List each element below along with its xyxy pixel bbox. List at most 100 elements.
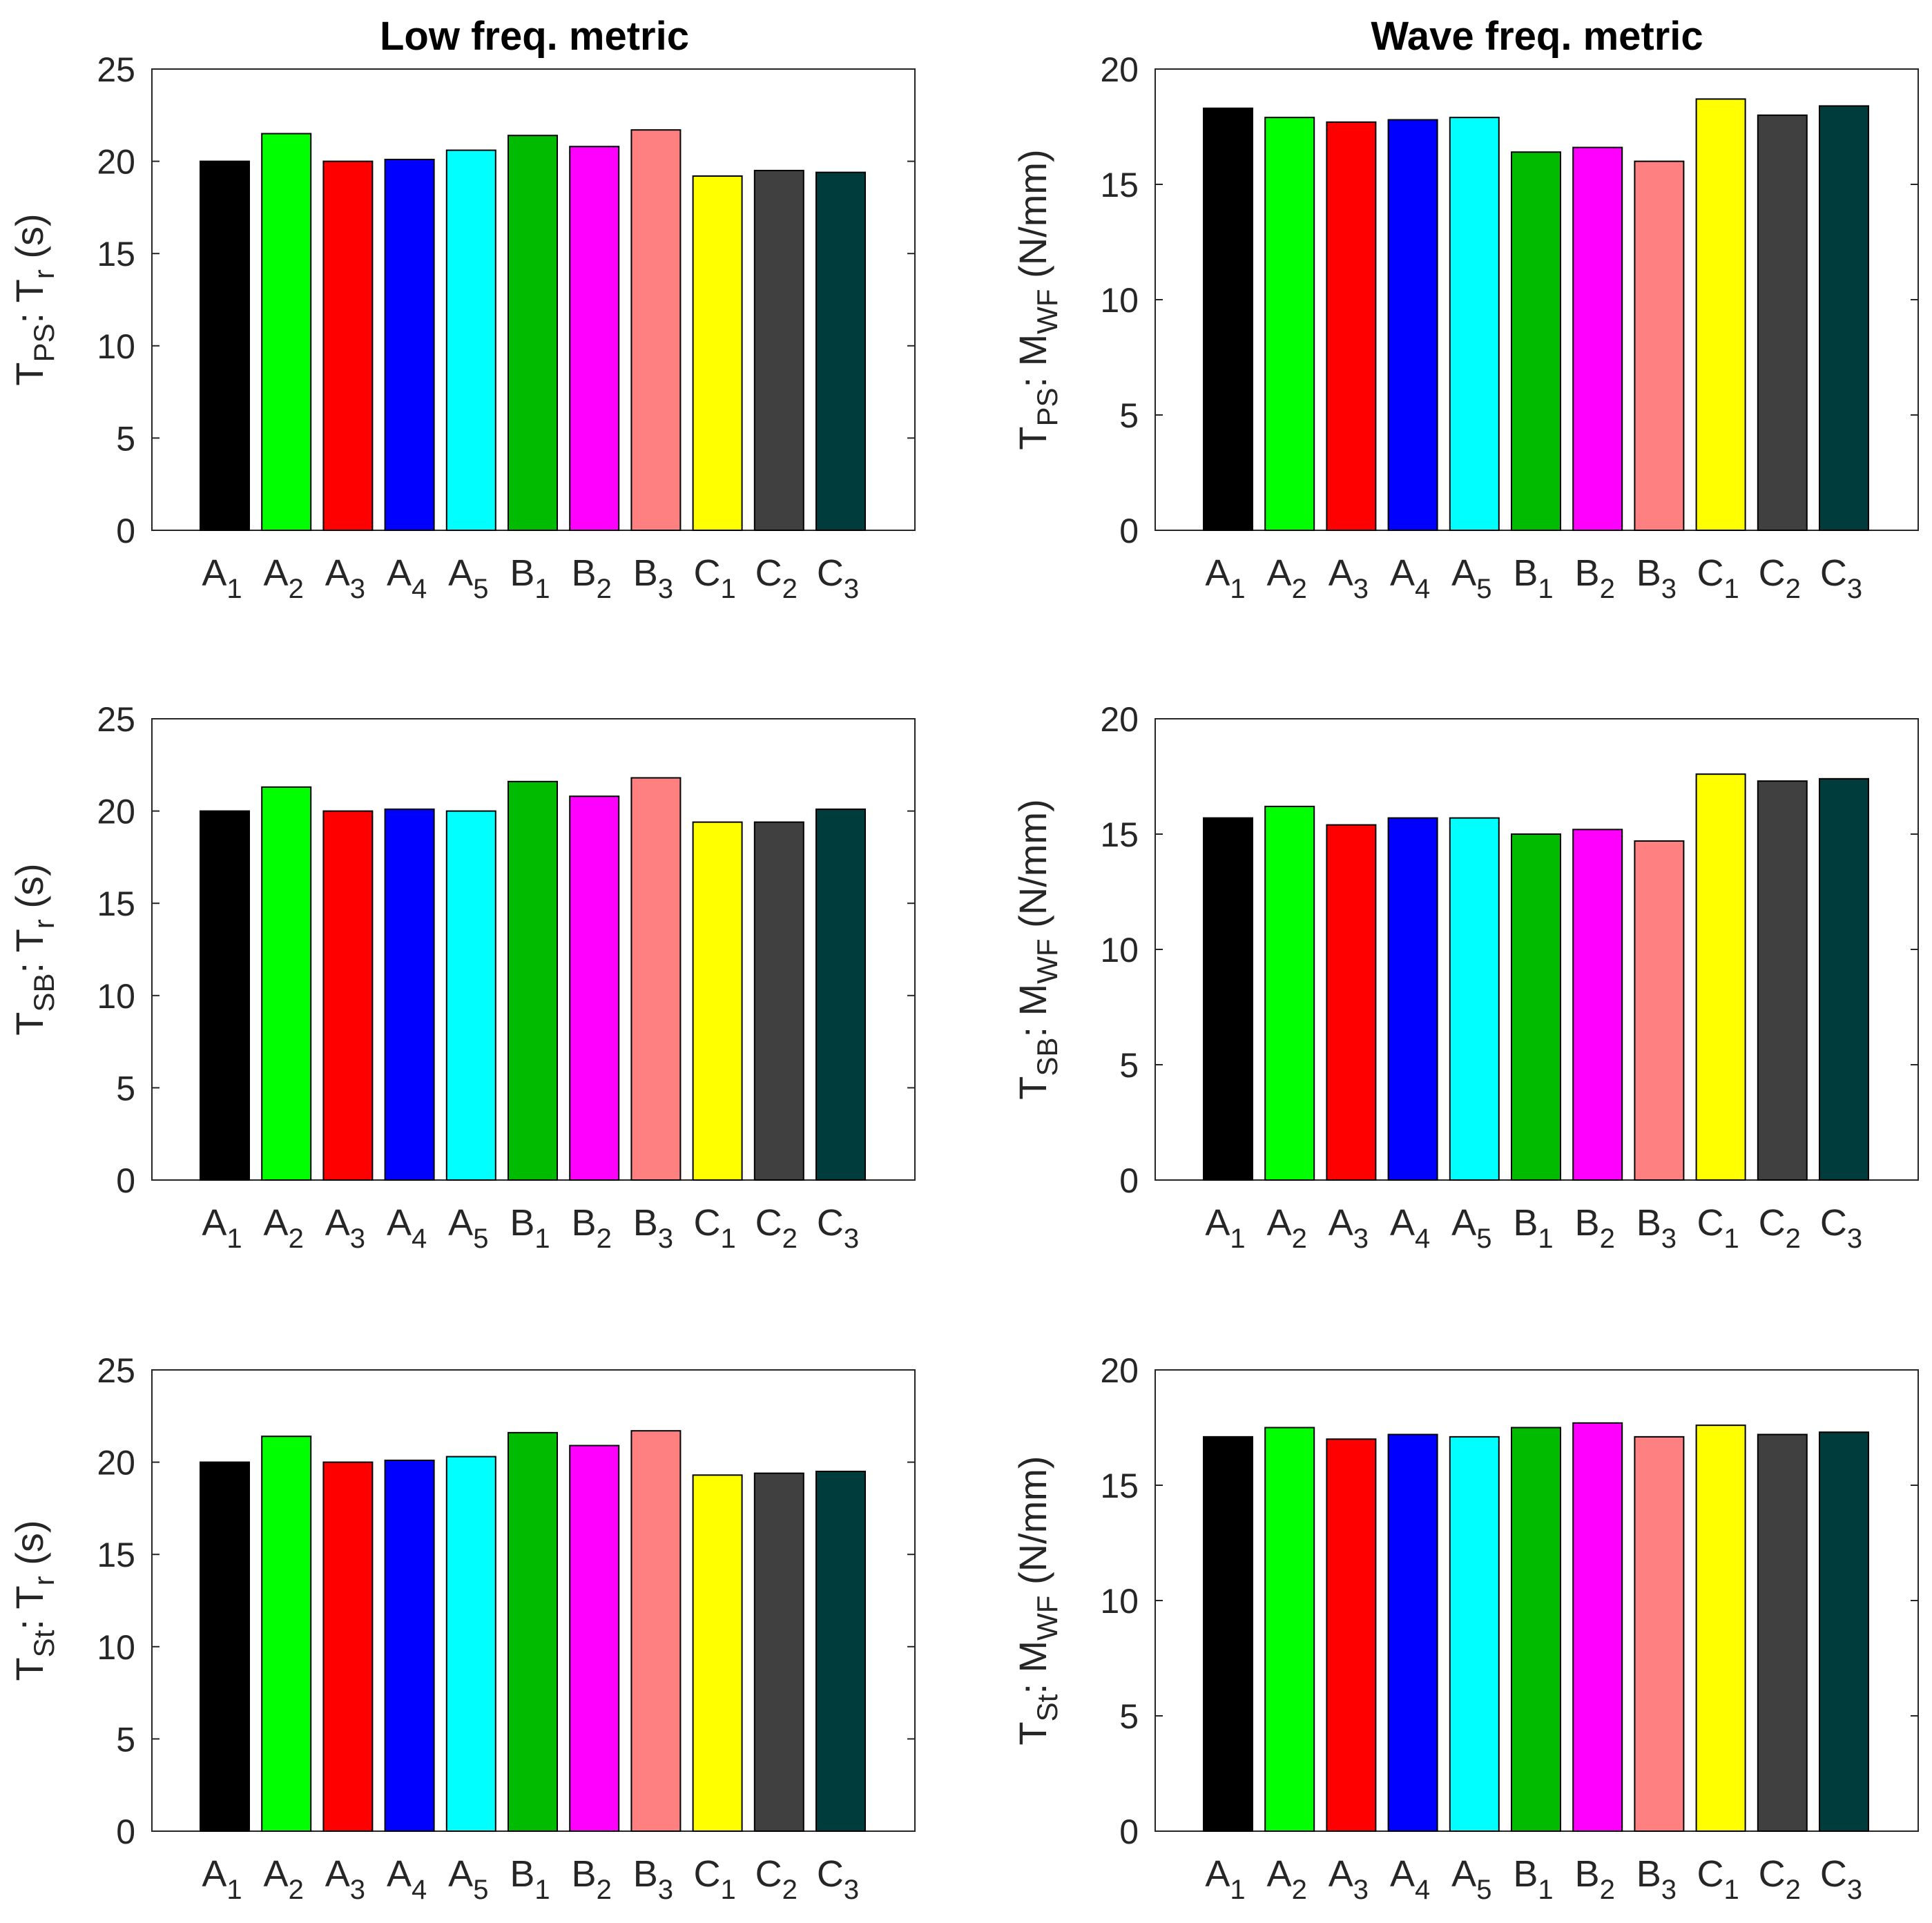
y-axis-label: TSB: MWF (N/mm) [1011,799,1063,1099]
bar-A1 [200,160,250,532]
x-tick-label: B1 [1513,1853,1553,1905]
bar-B2 [569,146,620,531]
y-tick-label: 5 [1119,396,1139,435]
col-title-wave-freq: Wave freq. metric [1371,14,1703,59]
x-tick-label: A1 [1205,552,1245,604]
x-tick-label: B2 [572,552,612,604]
x-tick-label: B3 [633,1853,673,1905]
x-tick-label: C1 [1697,1202,1739,1254]
x-tick-label: A5 [1451,1853,1491,1905]
x-tick-label: A3 [325,552,365,604]
x-tick-label: A4 [387,1202,427,1254]
bar-C3 [815,171,866,531]
bar-C1 [692,175,743,531]
x-tick-label: B3 [1636,1202,1677,1254]
x-tick-label: A1 [202,552,242,604]
y-tick-label: 10 [97,327,135,366]
x-tick-label: B3 [633,552,673,604]
bar-B2 [1572,1422,1623,1833]
x-tick-label: B1 [510,552,550,604]
y-axis-label: TSt: MWF (N/mm) [1011,1456,1063,1745]
x-tick-label: C1 [693,1202,735,1254]
bar-C3 [815,1470,866,1832]
bar-A5 [1449,117,1500,531]
x-tick-label: A1 [1205,1853,1245,1905]
bar-C2 [1757,114,1808,532]
y-tick-label: 5 [1119,1697,1139,1736]
x-tick-label: C3 [817,552,859,604]
bar-A5 [1449,1436,1500,1833]
bar-B3 [1634,1436,1685,1833]
y-tick-label: 15 [1100,1467,1139,1505]
bar-B3 [630,129,682,531]
bar-A2 [1264,1427,1315,1832]
bar-B2 [569,795,620,1181]
bar-B3 [1634,160,1685,532]
bar-B1 [1511,833,1561,1181]
x-tick-label: A4 [1390,1202,1430,1254]
x-tick-label: B1 [510,1853,550,1905]
bar-A1 [200,1461,250,1833]
y-tick-label: 0 [116,512,135,550]
x-tick-label: B3 [1636,552,1677,604]
x-tick-label: B3 [633,1202,673,1254]
chart-4: 0 5 10 15 20 A1 A2 A3 A4 A5 B1 B2 B3 C1 C2 C3 TSB: MWF (… [1011,700,1919,1254]
y-axis-label: TPS: MWF (N/mm) [1011,149,1063,450]
y-tick-label: 10 [1100,1582,1139,1621]
x-tick-label: C2 [1759,1853,1801,1905]
x-tick-label: B2 [1575,1202,1615,1254]
x-tick-label: C2 [755,1202,798,1254]
x-tick-label: A5 [448,1202,488,1254]
x-tick-label: C3 [817,1202,859,1254]
bar-C1 [1695,773,1746,1181]
x-tick-label: A2 [264,552,304,604]
y-tick-label: 10 [97,1628,135,1667]
x-tick-label: B2 [1575,1853,1615,1905]
y-tick-label: 20 [1100,50,1139,89]
chart-1: 0 5 10 15 20 25 A1 A2 A3 A4 A5 B1 B2 B3 C1 C2 C3 TPS: Tr … [8,50,916,604]
y-tick-label: 0 [116,1813,135,1851]
x-tick-label: A1 [202,1853,242,1905]
bar-C3 [1819,105,1869,531]
bar-A3 [1326,121,1377,531]
bar-A3 [1326,1438,1377,1832]
y-tick-label: 25 [97,700,135,739]
bar-B2 [1572,146,1623,531]
bar-C2 [1757,780,1808,1181]
x-tick-label: A3 [1329,1202,1369,1254]
x-tick-label: B1 [1513,552,1553,604]
bar-B1 [508,780,558,1181]
bar-C3 [1819,777,1869,1181]
y-axis-label: TSt: Tr (s) [8,1520,60,1681]
bar-C1 [692,1474,743,1832]
bar-B3 [1634,840,1685,1181]
x-tick-label: A2 [264,1853,304,1905]
x-tick-label: A4 [387,1853,427,1905]
x-tick-label: A3 [325,1202,365,1254]
x-tick-label: C3 [1820,1202,1862,1254]
bar-A1 [200,810,250,1181]
x-tick-label: B2 [572,1202,612,1254]
bar-A2 [261,133,312,531]
x-tick-label: B1 [510,1202,550,1254]
bar-C2 [753,821,804,1181]
y-tick-label: 25 [97,50,135,89]
bar-A4 [384,158,435,532]
x-tick-label: A5 [1451,552,1491,604]
x-tick-label: C3 [817,1853,859,1905]
bar-C3 [1819,1431,1869,1832]
x-tick-label: C2 [755,552,798,604]
bar-A3 [322,1461,374,1833]
bar-C1 [1695,1424,1746,1832]
y-tick-label: 15 [97,885,135,923]
y-tick-label: 10 [1100,931,1139,969]
y-tick-label: 20 [97,793,135,831]
chart-3: 0 5 10 15 20 25 A1 A2 A3 A4 A5 B1 B2 B3 C1 C2 C3 TSB: Tr … [8,700,916,1254]
bar-A4 [1387,1433,1438,1832]
y-tick-label: 20 [1100,1351,1139,1390]
x-tick-label: A1 [202,1202,242,1254]
x-tick-label: C3 [1820,552,1862,604]
x-tick-label: B3 [1636,1853,1677,1905]
x-tick-label: C3 [1820,1853,1862,1905]
